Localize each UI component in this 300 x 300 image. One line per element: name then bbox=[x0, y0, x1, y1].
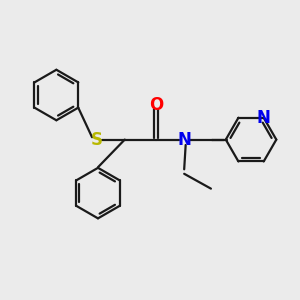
Text: N: N bbox=[177, 130, 191, 148]
Text: N: N bbox=[257, 109, 271, 127]
Text: O: O bbox=[149, 96, 163, 114]
Text: S: S bbox=[91, 130, 103, 148]
